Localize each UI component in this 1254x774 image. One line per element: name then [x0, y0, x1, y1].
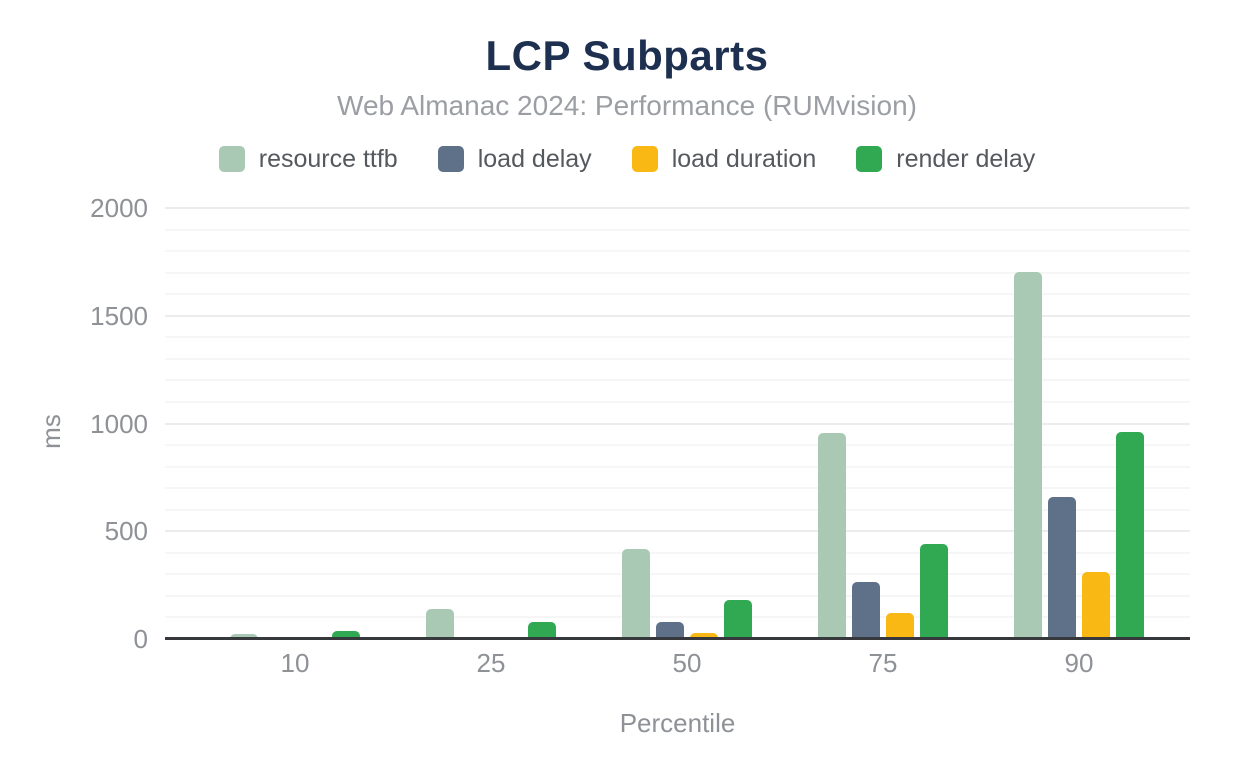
gridline-minor	[165, 444, 1190, 447]
legend-label: load delay	[477, 144, 592, 173]
gridline-minor	[165, 357, 1190, 360]
bar-load-duration-p50	[690, 632, 718, 639]
x-tick-label: 90	[1064, 648, 1094, 678]
legend: resource ttfb load delay load duration rend…	[0, 142, 1254, 176]
gridline-minor	[165, 508, 1190, 511]
legend-label: load duration	[671, 144, 817, 173]
gridline-minor	[165, 379, 1190, 382]
bar-render-delay-p50	[724, 600, 752, 639]
bar-render-delay-p75	[920, 544, 948, 639]
y-tick-label: 1000	[90, 408, 148, 439]
bar-render-delay-p10	[332, 631, 360, 639]
y-tick-label: 1500	[90, 300, 148, 331]
bar-load-duration-p90	[1082, 572, 1110, 639]
legend-swatch-icon	[437, 146, 464, 172]
bar-resource-ttfb-p50	[622, 548, 650, 639]
x-tick-label: 75	[868, 648, 898, 678]
legend-item-load-delay: load delay	[437, 144, 592, 174]
legend-swatch-icon	[856, 146, 883, 172]
gridline-minor	[165, 616, 1190, 619]
x-axis-baseline	[165, 637, 1190, 640]
legend-label: render delay	[896, 144, 1036, 173]
gridline-minor	[165, 400, 1190, 403]
gridline-minor	[165, 228, 1190, 231]
bar-load-delay-p50	[656, 621, 684, 639]
gridline-minor	[165, 336, 1190, 339]
x-tick-label: 10	[280, 648, 310, 678]
gridline-minor	[165, 551, 1190, 554]
legend-item-resource-ttfb: resource ttfb	[218, 144, 398, 174]
gridline-major	[165, 314, 1190, 317]
y-tick-label: 500	[104, 516, 148, 547]
bar-load-duration-p75	[886, 613, 914, 639]
x-axis: 10 25 50 75 90	[165, 646, 1190, 686]
bar-render-delay-p25	[528, 621, 556, 639]
gridline-minor	[165, 293, 1190, 296]
gridline-minor	[165, 465, 1190, 468]
chart-title: LCP Subparts	[485, 32, 769, 79]
plot-area	[165, 207, 1190, 640]
bar-load-delay-p75	[852, 581, 880, 639]
bar-resource-ttfb-p90	[1014, 271, 1042, 639]
gridline-major	[165, 422, 1190, 425]
gridline-minor	[165, 250, 1190, 253]
y-axis: 0 500 1000 1500 2000	[0, 194, 148, 653]
gridline-minor	[165, 573, 1190, 576]
x-axis-title: Percentile	[619, 708, 736, 738]
bar-render-delay-p90	[1116, 432, 1144, 639]
legend-item-load-duration: load duration	[631, 144, 817, 174]
gridline-minor	[165, 487, 1190, 490]
y-axis-title: ms	[35, 414, 66, 449]
x-tick-label: 50	[672, 648, 702, 678]
y-tick-label: 0	[133, 624, 148, 654]
bar-load-delay-p90	[1048, 496, 1076, 639]
gridline-major	[165, 530, 1190, 533]
bar-resource-ttfb-p25	[426, 608, 454, 639]
chart-subtitle: Web Almanac 2024: Performance (RUMvision…	[337, 90, 917, 121]
legend-item-render-delay: render delay	[856, 145, 1035, 174]
y-tick-label: 2000	[90, 193, 148, 223]
gridline-major	[165, 207, 1190, 209]
bar-resource-ttfb-p10	[230, 633, 258, 639]
gridline-minor	[165, 271, 1190, 274]
x-tick-label: 25	[476, 648, 506, 678]
legend-swatch-icon	[218, 146, 245, 172]
legend-label: resource ttfb	[258, 144, 398, 173]
bar-resource-ttfb-p75	[818, 433, 846, 639]
gridline-minor	[165, 594, 1190, 597]
legend-swatch-icon	[631, 146, 658, 172]
